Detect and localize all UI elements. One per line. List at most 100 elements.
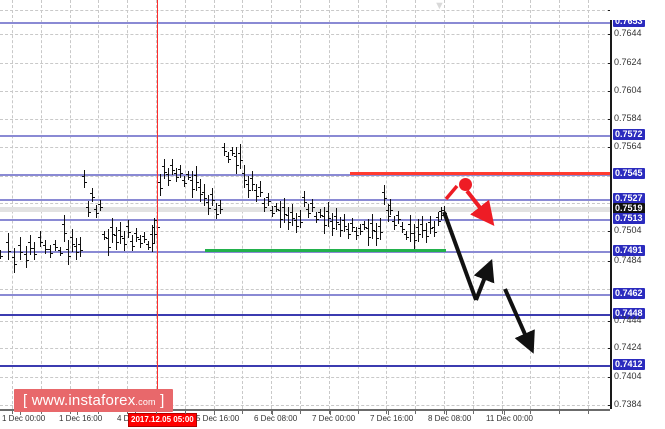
price-bar-open-tick (186, 174, 188, 175)
price-bar-open-tick (74, 246, 76, 247)
price-bar-close-tick (381, 232, 383, 233)
price-level-line[interactable] (0, 294, 610, 296)
price-level-line[interactable] (0, 174, 610, 176)
time-axis-minor-tick (300, 411, 301, 414)
black-down-trend-line (442, 211, 478, 301)
price-bar (96, 205, 97, 218)
price-bar-open-tick (94, 209, 96, 210)
chart-plot-area[interactable]: ▼ (0, 0, 610, 409)
price-bar (76, 238, 77, 260)
price-bar (88, 201, 89, 217)
watermark-text: [ www.instaforex.com ] (23, 392, 165, 409)
price-bar-close-tick (56, 247, 58, 248)
price-bar-close-tick (161, 188, 163, 189)
price-bar-open-tick (222, 147, 224, 148)
price-bar-close-tick (149, 247, 151, 248)
price-bar (316, 212, 317, 223)
price-bar-close-tick (385, 198, 387, 199)
price-bar-open-tick (334, 216, 336, 217)
price-bar (184, 176, 185, 187)
price-axis-tick (608, 119, 612, 120)
price-bar-close-tick (155, 234, 157, 235)
time-axis[interactable]: 1 Dec 00:001 Dec 16:004 Dec 08:002017.12… (0, 409, 610, 429)
price-bar (390, 199, 391, 215)
price-bar-open-tick (12, 257, 14, 258)
price-bar-open-tick (146, 244, 148, 245)
price-bar-close-tick (341, 230, 343, 231)
price-bar-close-tick (137, 237, 139, 238)
price-level-line[interactable] (0, 135, 610, 137)
gridline-horizontal (0, 176, 610, 177)
price-bar-open-tick (182, 180, 184, 181)
gridline-vertical (530, 0, 531, 409)
price-level-line[interactable] (0, 199, 610, 201)
price-bar-close-tick (277, 209, 279, 210)
price-bar (324, 207, 325, 234)
price-bar-open-tick (24, 254, 26, 255)
price-bar-open-tick (262, 203, 264, 204)
price-bar (268, 193, 269, 206)
price-bar-close-tick (305, 202, 307, 203)
price-bar-open-tick (442, 210, 444, 211)
time-axis-minor-tick (415, 411, 416, 414)
price-bar (188, 171, 189, 180)
price-bar-open-tick (310, 203, 312, 204)
price-bar-close-tick (201, 194, 203, 195)
price-bar-close-tick (415, 240, 417, 241)
price-bar-open-tick (274, 206, 276, 207)
time-axis-tick (77, 411, 78, 415)
price-bar (252, 171, 253, 191)
price-bar-close-tick (27, 260, 29, 261)
price-bar (80, 237, 81, 257)
price-bar-open-tick (436, 217, 438, 218)
price-bar (212, 188, 213, 206)
time-axis-label: 7 Dec 00:00 (312, 414, 356, 423)
price-bar-open-tick (62, 224, 64, 225)
gridline-horizontal (0, 91, 610, 92)
price-axis-label: 0.7545 (613, 168, 645, 179)
price-level-line[interactable] (0, 314, 610, 316)
price-bar-close-tick (129, 232, 131, 233)
price-bar (236, 147, 237, 174)
time-axis-label: 2017.12.05 05:00 (128, 413, 197, 427)
price-bar-open-tick (82, 176, 84, 177)
price-level-line[interactable] (0, 365, 610, 367)
time-axis-minor-tick (530, 411, 531, 414)
price-bar-close-tick (51, 253, 53, 254)
price-bar (344, 214, 345, 232)
red-dot-marker[interactable] (459, 178, 472, 191)
time-axis-minor-tick (156, 411, 157, 414)
price-bar (26, 246, 27, 268)
price-bar-close-tick (121, 236, 123, 237)
price-bar-open-tick (388, 205, 390, 206)
price-bar (152, 225, 153, 252)
price-axis[interactable]: 0.76640.76530.76440.76240.76040.75840.75… (608, 0, 665, 409)
resistance-line-red[interactable] (350, 172, 610, 175)
support-line-green[interactable] (205, 249, 446, 252)
time-axis-tick (446, 411, 447, 415)
price-bar-open-tick (90, 193, 92, 194)
price-level-line[interactable] (0, 22, 610, 24)
price-axis-label: 0.7404 (614, 371, 642, 381)
gridline-vertical (127, 0, 128, 409)
price-level-line[interactable] (0, 219, 610, 221)
price-bar-close-tick (281, 219, 283, 220)
time-axis-label: 6 Dec 08:00 (254, 414, 298, 423)
price-bar (172, 159, 173, 175)
price-bar (320, 209, 321, 218)
price-bar-close-tick (46, 249, 48, 250)
price-axis-tick (608, 261, 612, 262)
price-bar (200, 179, 201, 202)
price-bar-open-tick (242, 173, 244, 174)
gridline-vertical (12, 0, 13, 409)
price-bar-close-tick (285, 214, 287, 215)
time-axis-tick (388, 411, 389, 415)
price-bar (160, 174, 161, 196)
price-bar (55, 240, 56, 251)
price-bar-open-tick (286, 215, 288, 216)
price-bar (356, 227, 357, 240)
price-bar-open-tick (238, 153, 240, 154)
gridline-vertical (444, 0, 445, 409)
price-level-line[interactable] (0, 251, 610, 253)
price-bar-close-tick (209, 208, 211, 209)
